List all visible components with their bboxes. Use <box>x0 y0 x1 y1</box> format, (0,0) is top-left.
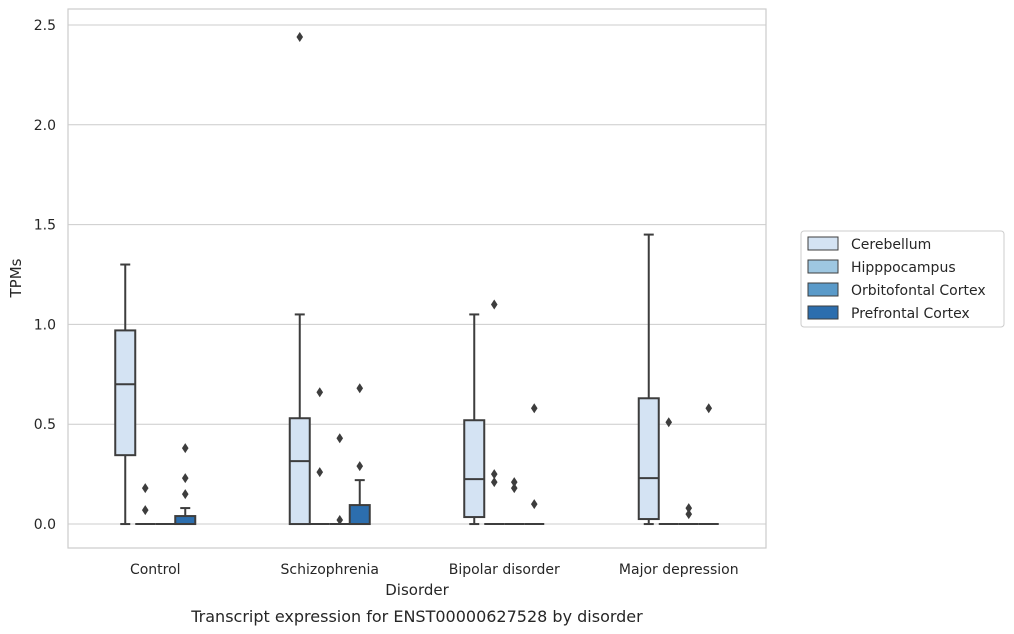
chart-caption: Transcript expression for ENST0000062752… <box>190 607 643 626</box>
box-orbitofontal-cortex <box>678 503 699 526</box>
box-prefrontal-cortex <box>524 403 545 526</box>
box-prefrontal-cortex <box>174 443 197 526</box>
y-tick-label: 1.0 <box>34 317 56 333</box>
outlier-point <box>490 477 498 488</box>
box-orbitofontal-cortex <box>504 477 525 526</box>
outlier-point <box>336 515 344 526</box>
plot-frame <box>67 8 767 549</box>
box-hipppocampus <box>135 483 156 526</box>
x-tick-label: Major depression <box>619 562 739 578</box>
outlier-point <box>141 483 149 494</box>
box-cerebellum <box>463 313 486 526</box>
outlier-point <box>336 433 344 444</box>
box-body <box>463 419 486 519</box>
box-cerebellum <box>637 233 660 526</box>
x-tick-label: Bipolar disorder <box>449 562 560 578</box>
legend-swatch <box>807 282 839 297</box>
x-tick-labels: Control Schizophrenia Bipolar disorder Majo… <box>130 562 739 578</box>
box-body <box>114 329 137 457</box>
outlier-point <box>356 461 364 472</box>
outlier-point <box>316 387 324 398</box>
box-orbitofontal-cortex <box>329 433 350 526</box>
x-tick-label: Schizophrenia <box>281 562 379 578</box>
outlier-point <box>490 299 498 310</box>
y-tick-label: 1.5 <box>34 218 56 234</box>
box-cerebellum <box>288 31 311 526</box>
outlier-point <box>181 443 189 454</box>
box-prefrontal-cortex <box>348 383 371 526</box>
y-tick-labels: 0.0 0.5 1.0 1.5 2.0 2.5 <box>34 18 56 533</box>
legend-label: Hipppocampus <box>851 260 956 276</box>
legend-label: Orbitofontal Cortex <box>851 283 986 299</box>
outlier-point <box>510 483 518 494</box>
box-hipppocampus <box>309 387 330 526</box>
outlier-point <box>181 473 189 484</box>
outlier-point <box>316 467 324 478</box>
y-tick-label: 2.0 <box>34 118 56 134</box>
y-tick-label: 2.5 <box>34 18 56 34</box>
box-cerebellum <box>114 263 137 526</box>
outlier-point <box>510 477 518 488</box>
box-body <box>174 515 197 526</box>
box-prefrontal-cortex <box>698 403 719 526</box>
legend-label: Cerebellum <box>851 237 931 253</box>
legend-frame <box>800 230 1005 328</box>
outlier-point <box>685 503 693 514</box>
box-hipppocampus <box>658 417 679 526</box>
box-body <box>288 417 311 526</box>
legend: Cerebellum Hipppocampus Orbitofontal Corte… <box>800 230 1005 328</box>
y-tick-label: 0.5 <box>34 417 56 433</box>
box-hipppocampus <box>484 299 505 526</box>
legend-swatch <box>807 259 839 274</box>
outlier-point <box>530 499 538 510</box>
legend-swatch <box>807 305 839 320</box>
legend-swatch <box>807 236 839 251</box>
legend-label: Prefrontal Cortex <box>851 306 970 322</box>
outlier-point <box>490 469 498 480</box>
y-tick-label: 0.0 <box>34 517 56 533</box>
x-tick-label: Control <box>130 562 181 578</box>
outlier-point <box>181 489 189 500</box>
outlier-point <box>141 505 149 516</box>
box-body <box>637 397 660 521</box>
x-axis-label: Disorder <box>385 581 449 599</box>
boxes <box>114 31 719 526</box>
outlier-point <box>296 31 304 42</box>
outlier-point <box>685 509 693 520</box>
gridlines <box>68 24 766 525</box>
outlier-point <box>705 403 713 414</box>
box-body <box>348 504 371 526</box>
outlier-point <box>665 417 673 428</box>
outlier-point <box>530 403 538 414</box>
y-axis-label: TPMs <box>7 258 25 298</box>
outlier-point <box>356 383 364 394</box>
